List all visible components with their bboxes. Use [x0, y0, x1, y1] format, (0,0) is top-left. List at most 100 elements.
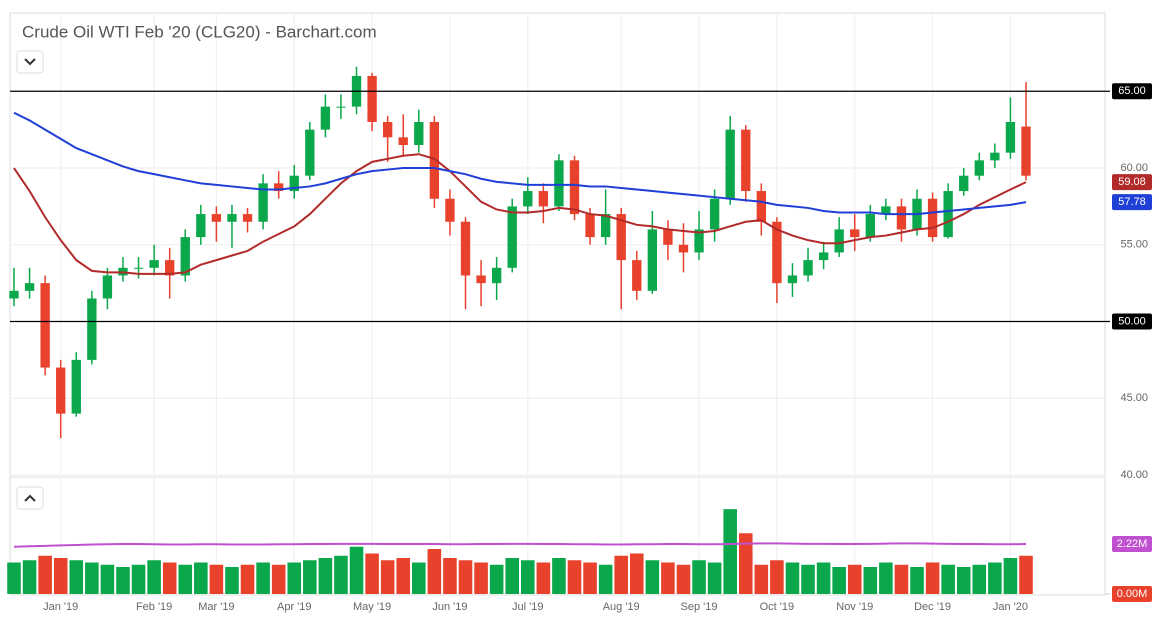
candle-body [367, 75, 377, 122]
y-tick-label: 45.00 [1120, 392, 1148, 404]
candle-body [694, 229, 704, 253]
volume-bar [598, 564, 613, 594]
candle-body [647, 229, 658, 291]
volume-bar [567, 560, 582, 594]
candle-body [491, 267, 502, 284]
candle-body [196, 214, 206, 238]
volume-bar [100, 564, 115, 594]
candle-body [211, 214, 222, 222]
volume-bar [147, 560, 161, 594]
volume-bar [614, 555, 628, 594]
candle-body [414, 121, 424, 145]
volume-bar [692, 560, 706, 594]
candle-body [87, 298, 97, 360]
moving-average-label-box [1112, 174, 1152, 191]
volume-bar [910, 567, 924, 594]
candle-body [756, 191, 766, 222]
candle-body [289, 175, 299, 192]
candle-body [476, 275, 486, 284]
volume-bar [427, 549, 442, 594]
volume-bar [1003, 558, 1018, 594]
volume-bar [240, 564, 255, 594]
volume-bar [552, 558, 566, 594]
volume-bar [334, 555, 348, 594]
volume-bar [629, 553, 644, 594]
candle-body [1021, 126, 1031, 176]
volume-bar [209, 564, 224, 594]
volume-bar [194, 562, 208, 594]
candle-body [336, 106, 346, 108]
y-tick-label: 40.00 [1120, 469, 1148, 481]
x-tick-label: Sep '19 [681, 601, 718, 613]
volume-average-label: 2.22M [1117, 538, 1148, 550]
candle-body [445, 198, 455, 222]
x-tick-label: Jan '19 [43, 601, 78, 613]
moving-average [13, 153, 1027, 275]
candle-body [600, 214, 611, 238]
candle-body [149, 260, 159, 268]
candle-body [507, 206, 517, 268]
candle-body [834, 229, 844, 253]
candle-body [569, 160, 580, 215]
candle-body [787, 275, 798, 284]
candle-body [274, 183, 284, 192]
candle-body [71, 359, 81, 414]
moving-average-label: 59.08 [1118, 176, 1146, 188]
x-tick-label: Jul '19 [512, 601, 543, 613]
volume-bar [738, 533, 753, 594]
candle-body [896, 206, 907, 230]
horizontal-line-label: 65.00 [1118, 85, 1146, 97]
volume-bar [349, 546, 364, 594]
candle-body [538, 191, 549, 207]
x-tick-label: Feb '19 [136, 601, 172, 613]
volume-bar [443, 558, 457, 594]
candle-body [460, 221, 471, 276]
volume-bar [956, 567, 971, 594]
volume-bar [474, 562, 488, 594]
candle-body [133, 267, 144, 269]
volume-bar [22, 560, 37, 594]
volume-bar [941, 564, 955, 594]
volume-average [13, 542, 1027, 548]
candle-body [974, 160, 984, 176]
volume-bar [287, 562, 302, 594]
candle-body [227, 214, 237, 222]
y-tick-label: 60.00 [1120, 162, 1148, 174]
volume-bar [816, 562, 831, 594]
x-tick-label: Apr '19 [277, 601, 312, 613]
x-tick-label: Dec '19 [914, 601, 951, 613]
volume-bar [131, 564, 146, 594]
candle-body [818, 252, 829, 261]
volume-bar [972, 564, 987, 594]
candle-body [632, 260, 642, 291]
volume-bar [116, 567, 130, 594]
x-tick-label: Aug '19 [603, 601, 640, 613]
chart-title: Crude Oil WTI Feb '20 (CLG20) - Barchart… [22, 22, 377, 41]
volume-bar [225, 567, 239, 594]
candle-body [1005, 121, 1016, 153]
candle-body [709, 198, 720, 230]
volume-bar [458, 560, 473, 594]
volume-bar [412, 562, 426, 594]
candle-body [102, 275, 113, 299]
candle-body [554, 160, 564, 207]
volume-bar [770, 560, 784, 594]
candle-body [865, 214, 875, 238]
candle-body [741, 129, 751, 192]
candle-body [990, 152, 1000, 161]
volume-bar [645, 560, 660, 594]
candle-body [803, 260, 813, 276]
volume-bar [303, 560, 317, 594]
volume-bar [785, 562, 800, 594]
expand-button[interactable] [16, 486, 44, 510]
candle-body [9, 290, 19, 299]
candle-body [320, 106, 331, 130]
horizontal-line-label-box [1112, 313, 1152, 330]
candle-body [881, 206, 891, 215]
volume-bar [38, 555, 52, 594]
candle-body [305, 129, 315, 176]
x-tick-label: Jan '20 [993, 601, 1028, 613]
candle-body [663, 229, 673, 245]
volume-bar [879, 562, 893, 594]
collapse-button[interactable] [16, 50, 44, 74]
